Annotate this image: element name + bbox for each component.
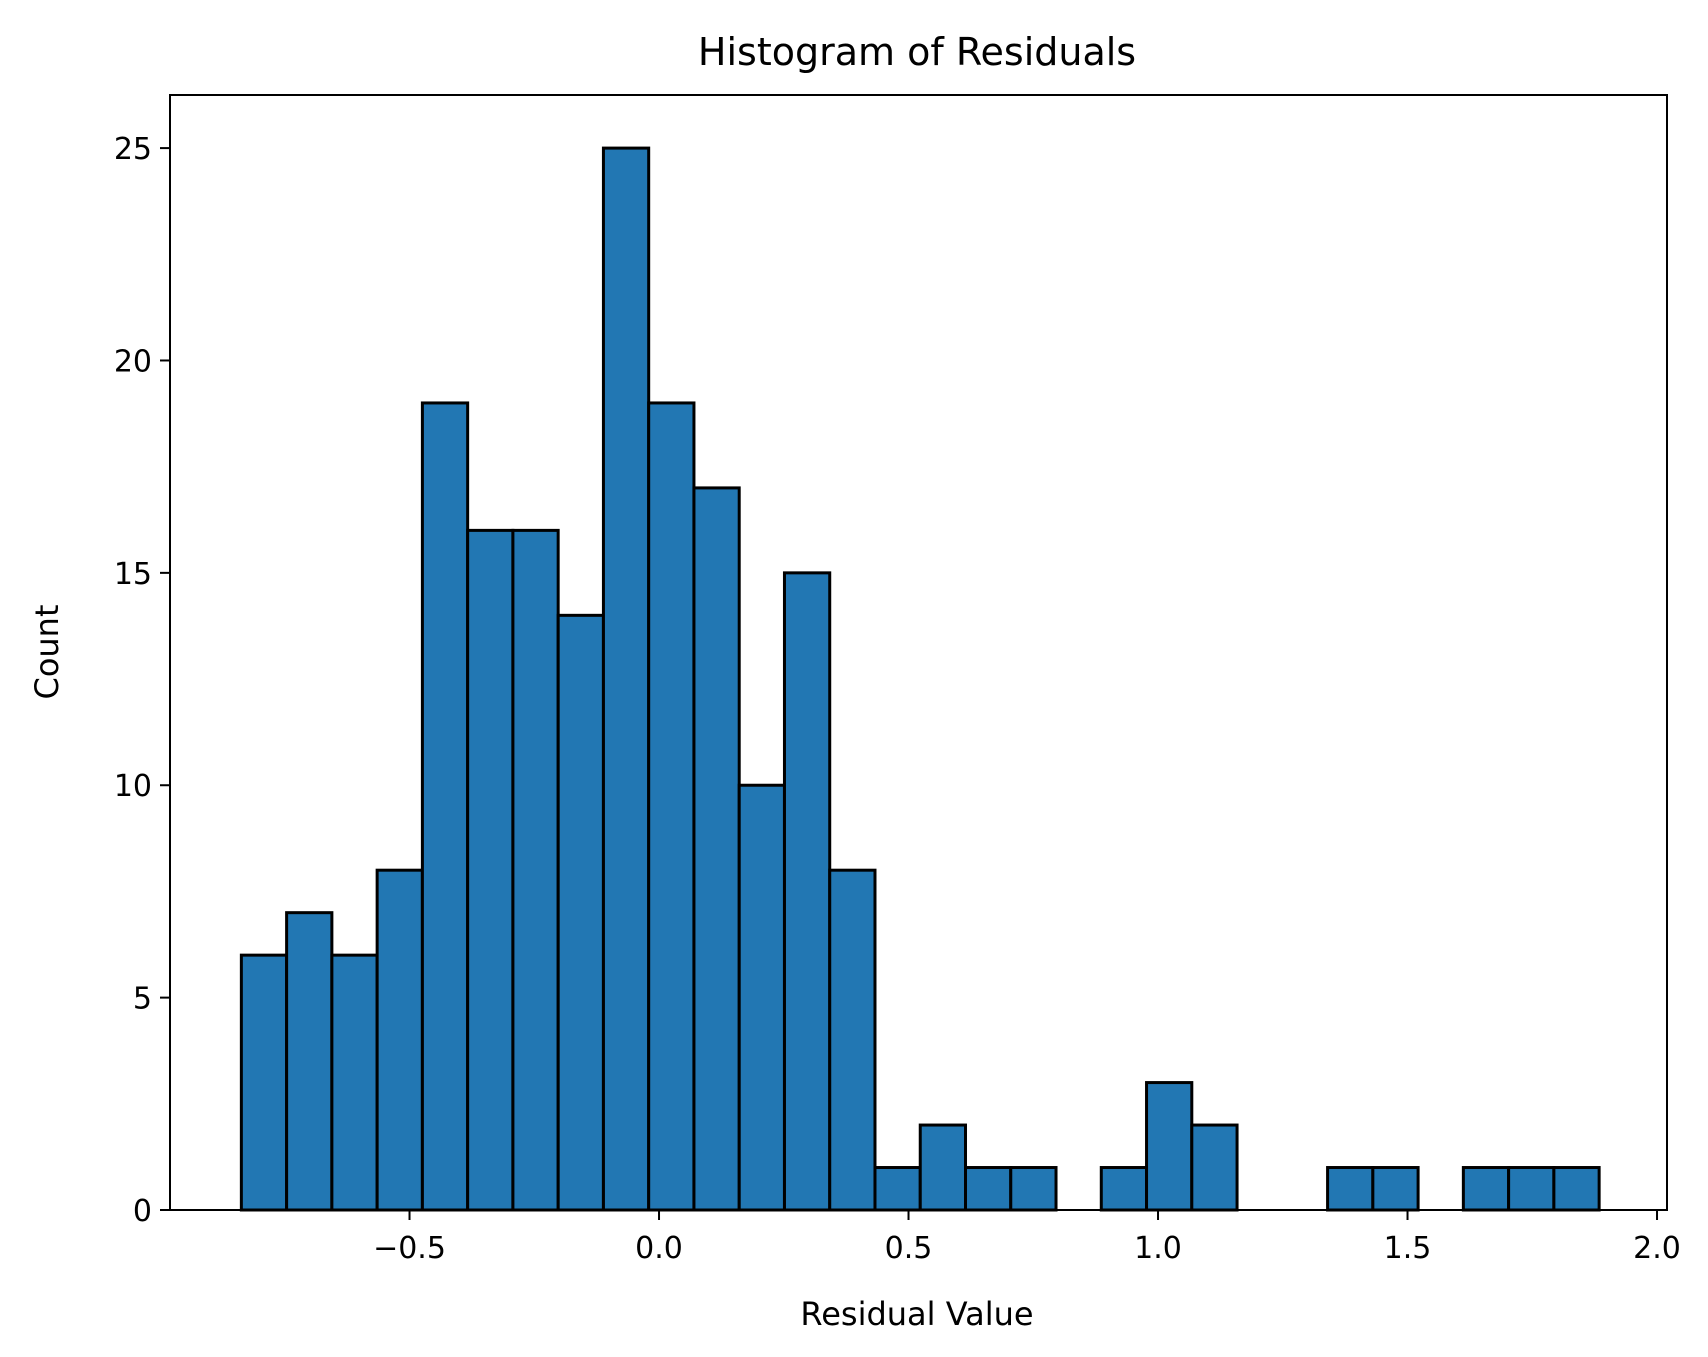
y-tick-label: 25 <box>114 132 152 167</box>
bars-group <box>239 146 1601 1212</box>
histogram-bar <box>556 613 605 1212</box>
y-tick-label: 5 <box>133 982 152 1017</box>
histogram-bar <box>1145 1081 1194 1212</box>
y-tick-label: 20 <box>114 344 152 379</box>
chart-title: Histogram of Residuals <box>698 30 1136 74</box>
plot-frame <box>169 94 1668 1211</box>
histogram-bar <box>737 783 786 1212</box>
y-axis-ticks: 0 5 10 15 20 25 <box>114 132 170 1229</box>
histogram-bar <box>1190 1123 1239 1212</box>
histogram-bar <box>1009 1166 1058 1212</box>
histogram-bar <box>873 1166 922 1212</box>
histogram-bar <box>1099 1166 1149 1212</box>
histogram-bar <box>647 401 696 1212</box>
x-axis-label: Residual Value <box>800 1295 1033 1333</box>
histogram-bar <box>1326 1166 1375 1212</box>
histogram-bar <box>239 953 289 1212</box>
histogram-bar <box>692 486 741 1212</box>
histogram-bar <box>375 868 424 1212</box>
histogram-bar <box>828 868 877 1212</box>
histogram-bar <box>918 1123 968 1212</box>
x-tick-label: 1.0 <box>1134 1231 1182 1266</box>
x-tick-label: −0.5 <box>373 1231 446 1266</box>
x-tick-label: 1.5 <box>1384 1231 1432 1266</box>
x-tick-label: 2.0 <box>1633 1231 1681 1266</box>
histogram-bar <box>466 528 515 1212</box>
histogram-bar <box>330 953 379 1212</box>
x-tick-label: 0.5 <box>885 1231 933 1266</box>
histogram-bar <box>1552 1166 1601 1212</box>
x-tick-label: 0.0 <box>635 1231 683 1266</box>
histogram-bar <box>601 146 651 1212</box>
histogram-bar <box>1507 1166 1556 1212</box>
histogram-bar <box>511 528 560 1212</box>
y-tick-label: 15 <box>114 557 152 592</box>
histogram-bar <box>285 911 334 1212</box>
histogram-bar <box>1461 1166 1511 1212</box>
y-tick-label: 0 <box>133 1194 152 1229</box>
y-axis-label: Count <box>28 604 66 699</box>
histogram-bar <box>1371 1166 1420 1212</box>
x-axis-ticks: −0.5 0.0 0.5 1.0 1.5 2.0 <box>373 1210 1681 1266</box>
histogram-bar <box>420 401 470 1212</box>
histogram-bar <box>964 1166 1013 1212</box>
histogram-bar <box>782 571 832 1212</box>
y-tick-label: 10 <box>114 769 152 804</box>
